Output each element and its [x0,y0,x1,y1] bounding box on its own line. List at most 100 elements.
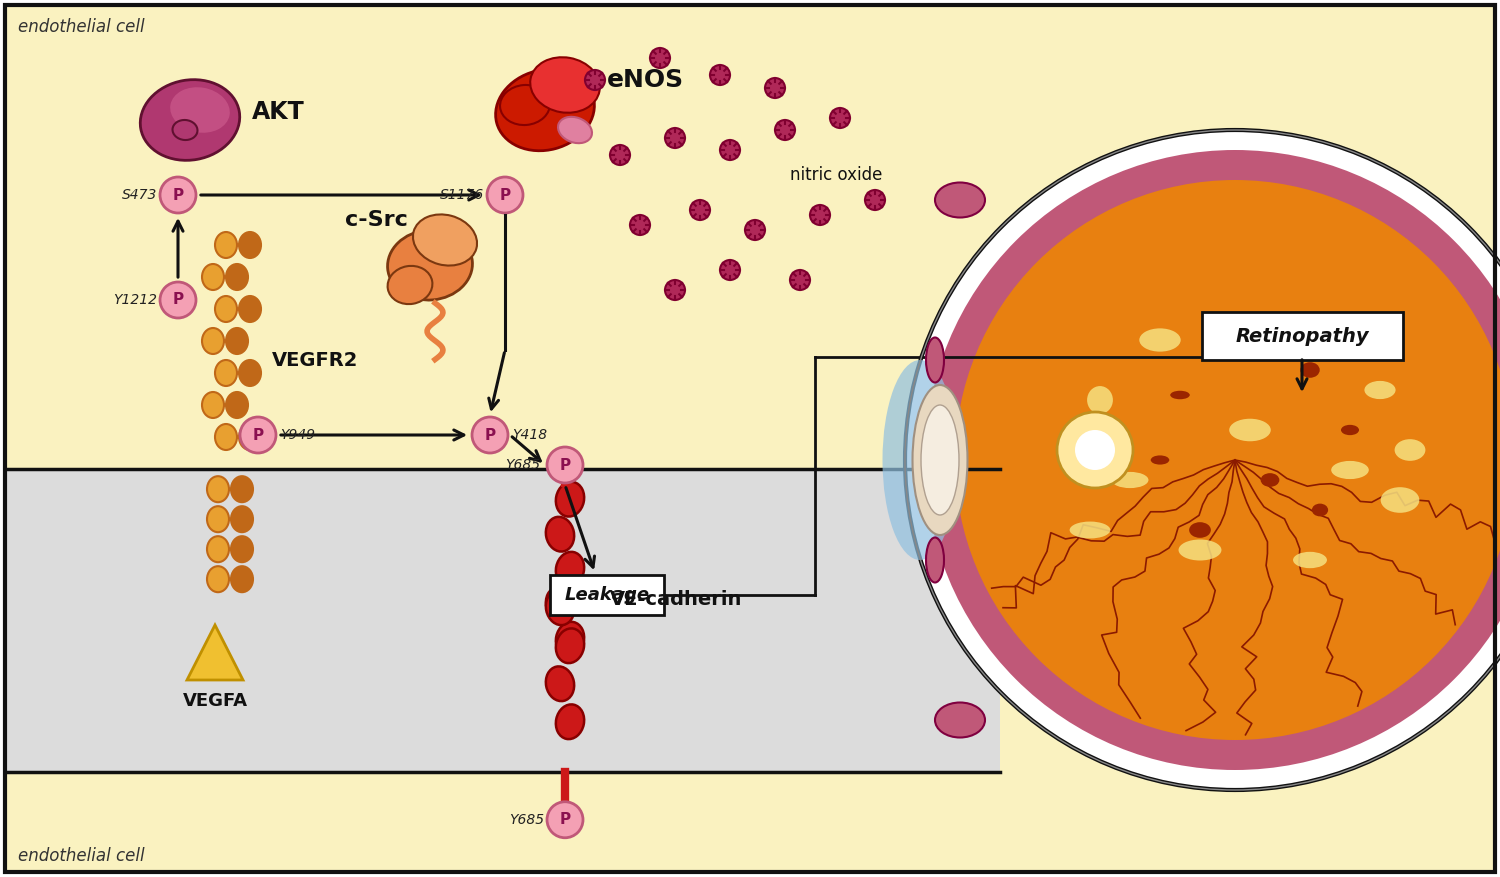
Ellipse shape [546,517,574,552]
Text: S473: S473 [122,188,158,202]
Text: Y418: Y418 [512,428,548,442]
Circle shape [690,200,709,220]
Circle shape [720,140,740,160]
Circle shape [1058,412,1132,488]
Ellipse shape [413,215,477,266]
Ellipse shape [934,182,986,217]
Circle shape [776,120,795,140]
Ellipse shape [934,702,986,738]
Ellipse shape [202,328,223,354]
Ellipse shape [202,392,223,418]
Ellipse shape [238,232,261,258]
Ellipse shape [1300,362,1320,378]
Ellipse shape [546,590,574,625]
Text: endothelial cell: endothelial cell [18,18,144,36]
Ellipse shape [546,587,574,622]
FancyBboxPatch shape [550,575,664,615]
Circle shape [240,417,276,453]
Ellipse shape [921,405,958,515]
Ellipse shape [170,87,230,132]
Ellipse shape [226,264,248,290]
Ellipse shape [172,120,198,140]
Ellipse shape [214,296,237,322]
Bar [4,469,1000,772]
Bar [4,5,1000,469]
Circle shape [865,190,885,210]
Ellipse shape [1170,391,1190,399]
Circle shape [630,215,650,235]
Ellipse shape [231,536,254,562]
Circle shape [790,270,810,290]
Circle shape [746,220,765,240]
Text: Y685: Y685 [506,458,540,472]
Ellipse shape [556,622,584,657]
Ellipse shape [495,69,594,151]
Circle shape [488,177,524,213]
Ellipse shape [207,476,230,503]
Ellipse shape [926,538,944,582]
Text: P: P [252,427,264,443]
Ellipse shape [226,392,248,418]
Text: VEGFR2: VEGFR2 [272,351,358,369]
Text: P: P [560,458,570,473]
Text: endothelial cell: endothelial cell [18,847,144,865]
Ellipse shape [1395,439,1425,460]
Text: Retinopathy: Retinopathy [1234,326,1370,346]
Ellipse shape [556,629,584,663]
Polygon shape [188,625,243,680]
Circle shape [810,205,830,225]
Ellipse shape [1140,328,1180,352]
Ellipse shape [546,667,574,701]
Text: VEGFA: VEGFA [183,692,248,710]
Text: P: P [500,188,510,203]
Circle shape [926,150,1500,770]
Text: S1176: S1176 [440,188,485,202]
Ellipse shape [1150,455,1170,465]
Ellipse shape [1365,381,1395,399]
Ellipse shape [1228,418,1270,441]
Ellipse shape [1380,488,1419,513]
Ellipse shape [214,232,237,258]
Ellipse shape [231,567,254,592]
Circle shape [830,108,850,128]
Circle shape [765,78,784,98]
Text: P: P [172,293,183,308]
Text: Y1212: Y1212 [112,293,158,307]
Ellipse shape [1190,522,1210,538]
Ellipse shape [387,230,472,300]
Text: Y685: Y685 [509,813,544,827]
Circle shape [720,260,740,280]
Ellipse shape [238,296,261,322]
Ellipse shape [231,476,254,503]
Ellipse shape [141,80,240,160]
Ellipse shape [912,385,968,535]
Ellipse shape [202,264,223,290]
Ellipse shape [1280,341,1320,359]
Circle shape [1076,430,1114,470]
Text: P: P [560,812,570,827]
Ellipse shape [1070,522,1110,538]
Circle shape [585,70,604,90]
Ellipse shape [207,506,230,532]
Circle shape [610,145,630,165]
Circle shape [710,65,730,85]
Ellipse shape [1293,552,1328,568]
Text: VE-cadherin: VE-cadherin [610,589,742,609]
Ellipse shape [1341,424,1359,435]
Text: eNOS: eNOS [608,68,684,92]
Circle shape [904,130,1500,790]
Ellipse shape [1330,461,1370,479]
Ellipse shape [214,424,237,450]
Circle shape [664,280,686,300]
Ellipse shape [926,338,944,382]
Text: AKT: AKT [252,100,305,124]
Ellipse shape [558,117,592,143]
Ellipse shape [231,506,254,532]
Ellipse shape [556,481,584,517]
Circle shape [956,180,1500,740]
Text: P: P [484,427,495,443]
Text: Y949: Y949 [280,428,315,442]
Bar [1000,5,1496,872]
Ellipse shape [387,266,432,304]
Bar [4,772,1000,872]
